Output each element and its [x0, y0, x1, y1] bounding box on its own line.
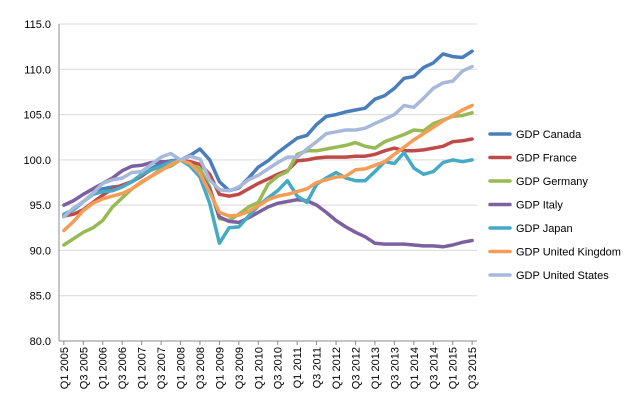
- x-tick-label: Q3 2009: [234, 347, 246, 389]
- x-tick-label: Q1 2005: [59, 347, 71, 389]
- legend-label: GDP Canada: [516, 129, 582, 141]
- x-tick-label: Q3 2010: [273, 347, 285, 389]
- x-tick-label: Q1 2009: [214, 347, 226, 389]
- x-tick-label: Q1 2015: [448, 347, 460, 389]
- legend-label: GDP Italy: [516, 200, 563, 212]
- x-tick-label: Q3 2014: [428, 347, 440, 389]
- legend-label: GDP United States: [516, 270, 609, 282]
- x-tick-label: Q3 2011: [312, 347, 324, 388]
- legend-label: GDP Japan: [516, 223, 573, 235]
- x-tick-label: Q1 2011: [292, 347, 304, 388]
- y-tick-label: 95.0: [30, 200, 51, 212]
- x-tick-label: Q1 2006: [98, 347, 110, 389]
- x-tick-label: Q1 2013: [370, 347, 382, 389]
- series-line: [62, 64, 474, 219]
- y-tick-label: 100.0: [23, 155, 51, 167]
- y-tick-label: 105.0: [23, 110, 51, 122]
- x-axis: Q1 2005 Q3 2005 Q1 2006 Q3 2006 Q1 2007 Q3 20…: [59, 340, 479, 389]
- series-line: [62, 158, 474, 249]
- y-tick-label: 90.0: [30, 245, 51, 257]
- x-tick-label: Q3 2013: [389, 347, 401, 389]
- x-tick-label: Q3 2006: [117, 347, 129, 389]
- x-tick-label: Q1 2012: [331, 347, 343, 389]
- x-tick-label: Q3 2005: [78, 347, 90, 389]
- legend-label: GDP France: [516, 153, 577, 165]
- x-tick-label: Q3 2008: [195, 347, 207, 389]
- x-tick-label: Q3 2015: [467, 347, 479, 389]
- x-tick-label: Q1 2008: [176, 347, 188, 389]
- x-tick-label: Q1 2014: [409, 347, 421, 389]
- legend-label: GDP United Kingdom: [516, 247, 621, 259]
- y-tick-label: 85.0: [30, 291, 51, 303]
- series-lines: [62, 49, 474, 249]
- y-tick-label: 115.0: [24, 19, 51, 31]
- y-axis: 80.0 85.0 90.0 95.0 100.0 105.0 110.0 115.0: [23, 19, 60, 348]
- y-tick-label: 110.0: [24, 64, 51, 76]
- x-tick-label: Q3 2012: [350, 347, 362, 389]
- legend: GDP Canada GDP France GDP Germany GDP Italy…: [488, 129, 621, 282]
- legend-label: GDP Germany: [516, 176, 588, 188]
- series-line: [62, 103, 474, 233]
- x-tick-label: Q1 2010: [253, 347, 265, 389]
- x-tick-label: Q1 2007: [137, 347, 149, 389]
- x-tick-label: Q3 2007: [156, 347, 168, 389]
- y-tick-label: 80.0: [30, 336, 51, 348]
